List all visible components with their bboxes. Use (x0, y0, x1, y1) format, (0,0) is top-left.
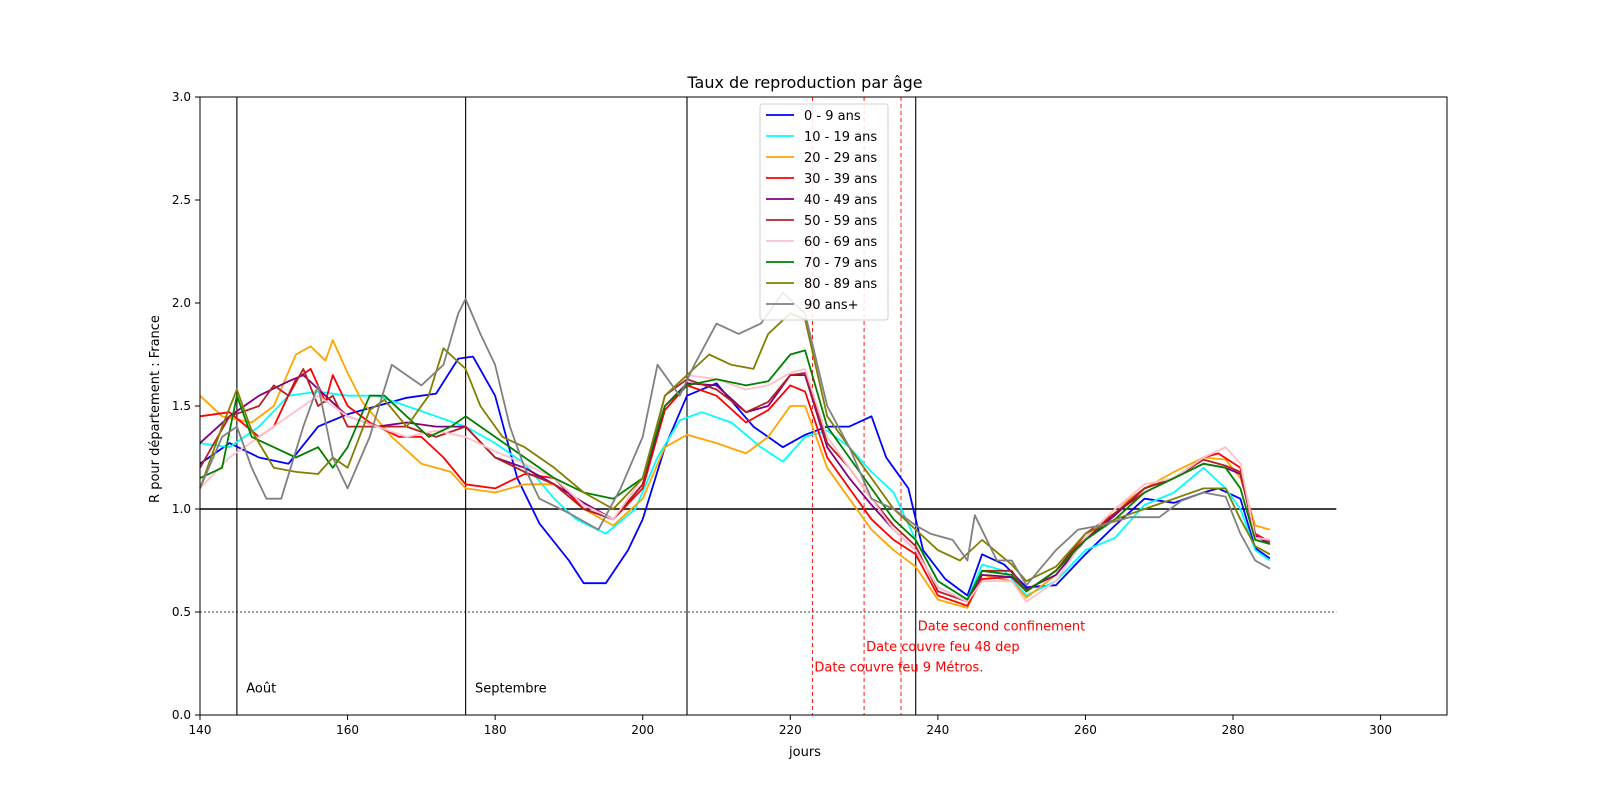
series-line-8 (199, 312, 1271, 582)
legend-label-2: 20 - 29 ans (804, 151, 877, 166)
y-tick-label-5: 2.5 (172, 193, 191, 207)
legend-label-5: 50 - 59 ans (804, 214, 877, 229)
series-line-1 (199, 390, 1271, 601)
x-axis-label: jours (788, 745, 821, 760)
y-tick-label-0: 0.0 (172, 708, 191, 722)
x-tick-label-0: 140 (189, 723, 212, 737)
legend-label-9: 90 ans+ (804, 298, 859, 313)
x-tick-label-3: 200 (631, 723, 654, 737)
legend-label-1: 10 - 19 ans (804, 130, 877, 145)
legend-label-3: 30 - 39 ans (804, 172, 877, 187)
y-axis-label: R pour département : France (148, 315, 163, 503)
series-line-7 (199, 349, 1271, 601)
legend: 0 - 9 ans 10 - 19 ans 20 - 29 ans 30 - 39 a… (759, 103, 889, 321)
series-line-9 (199, 291, 1271, 587)
legend-label-6: 60 - 69 ans (804, 235, 877, 250)
x-tick-label-4: 220 (779, 723, 802, 737)
legend-label-4: 40 - 49 ans (804, 193, 877, 208)
annotation-1: Septembre (475, 681, 547, 696)
legend-box (759, 103, 889, 321)
y-tick-label-2: 1.0 (172, 502, 191, 516)
legend-label-8: 80 - 89 ans (804, 277, 877, 292)
x-tick-label-5: 240 (926, 723, 949, 737)
legend-label-7: 70 - 79 ans (804, 256, 877, 271)
chart-title: Taux de reproduction par âge (686, 73, 922, 92)
y-tick-label-3: 1.5 (172, 399, 191, 413)
y-tick-label-6: 3.0 (172, 90, 191, 104)
x-tick-label-2: 180 (484, 723, 507, 737)
annotation-3: Date couvre feu 48 dep (866, 640, 1020, 655)
series-line-6 (199, 368, 1271, 603)
legend-label-0: 0 - 9 ans (804, 109, 861, 124)
y-tick-label-1: 0.5 (172, 605, 191, 619)
annotation-4: Date couvre feu 9 Métros. (814, 661, 983, 676)
axis-ticks: 140 160 180 200 220 240 260 280 300 0.0 0.5 1.0 1.5 2… (172, 90, 1392, 737)
x-tick-label-8: 300 (1369, 723, 1392, 737)
x-tick-label-1: 160 (336, 723, 359, 737)
y-tick-label-4: 2.0 (172, 296, 191, 310)
annotation-2: Date second confinement (918, 620, 1085, 635)
plot-area: Août Septembre Date second confinement Date… (199, 97, 1337, 715)
x-tick-label-7: 280 (1222, 723, 1245, 737)
x-tick-label-6: 260 (1074, 723, 1097, 737)
annotation-0: Août (246, 681, 276, 696)
